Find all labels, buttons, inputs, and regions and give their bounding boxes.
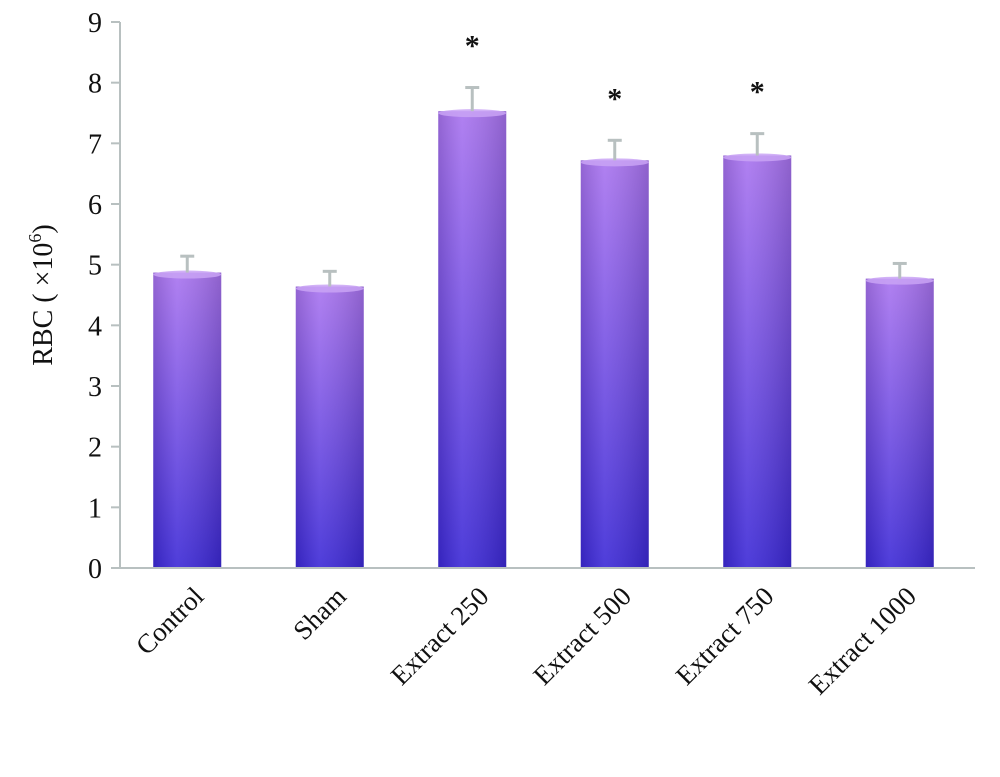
bar-shading	[580, 160, 649, 568]
bar-cap	[295, 284, 364, 293]
bar-cap	[865, 276, 934, 285]
error-bars-group	[180, 86, 907, 287]
significance-marker: *	[465, 30, 480, 63]
bar-shading	[438, 111, 507, 569]
x-axis-category-labels: Control Sham Extract 250 Extract 500 Extract…	[130, 581, 922, 700]
y-tick-label: 6	[88, 190, 102, 221]
bars-group	[153, 109, 934, 569]
bar-shading	[295, 286, 364, 568]
y-tick-label: 5	[88, 251, 102, 282]
bar-cap	[438, 109, 507, 118]
x-category-label: Control	[130, 581, 210, 661]
x-category-label: Extract 500	[527, 581, 637, 691]
significance-markers-group: * * *	[465, 30, 765, 116]
bar-cap	[153, 270, 222, 279]
x-category-label: Extract 750	[670, 581, 780, 691]
y-tick-label: 0	[88, 554, 102, 585]
y-axis-ticks: 0 1 2 3 4 5 6 7 8 9	[88, 8, 120, 585]
y-tick-label: 1	[88, 493, 102, 524]
bar-shading	[153, 272, 222, 568]
y-tick-label: 8	[88, 69, 102, 100]
y-tick-label: 9	[88, 8, 102, 39]
x-category-label: Extract 250	[385, 581, 495, 691]
bar-cap	[723, 153, 792, 162]
y-tick-label: 7	[88, 129, 102, 160]
bar-cap	[580, 158, 649, 167]
significance-marker: *	[607, 82, 622, 115]
significance-marker: *	[750, 76, 765, 109]
y-axis-title: RBC ( ×106)	[25, 224, 59, 365]
y-tick-label: 3	[88, 372, 102, 403]
x-category-label: Sham	[287, 581, 352, 646]
bar-shading	[723, 155, 792, 568]
bar-shading	[865, 278, 934, 568]
y-tick-label: 2	[88, 433, 102, 464]
y-tick-label: 4	[88, 311, 102, 342]
x-category-label: Extract 1000	[803, 581, 922, 700]
